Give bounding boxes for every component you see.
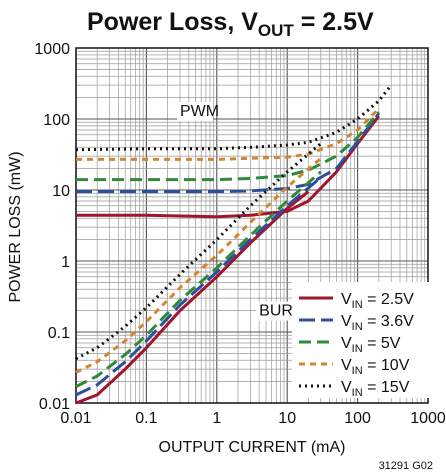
series-burst-line-3 <box>75 157 322 374</box>
annotation-label-pwm: PWM <box>180 103 219 120</box>
series-pwm-line-4 <box>75 84 393 152</box>
series-pwm-line-0 <box>76 115 380 219</box>
x-tick-label: 0.1 <box>135 410 157 427</box>
legend-label-4: VIN = 15V <box>341 379 410 399</box>
legend-label-3: VIN = 10V <box>341 357 410 377</box>
y-tick-label: 10 <box>52 183 70 200</box>
legend-label-2: VIN = 5V <box>341 335 401 355</box>
plot-frame <box>75 47 429 404</box>
figure-code: 31291 G02 <box>379 460 433 472</box>
x-axis-label: OUTPUT CURRENT (mA) <box>159 439 346 456</box>
series-pwm-line-1 <box>76 112 380 194</box>
legend-background <box>292 282 430 398</box>
y-tick-label: 0.1 <box>48 325 70 342</box>
series-pwm-line-2 <box>76 111 380 182</box>
y-tick-label: 1000 <box>34 41 70 58</box>
data-series <box>75 84 393 405</box>
y-tick-label: 100 <box>43 112 70 129</box>
x-tick-label: 1000 <box>410 410 446 427</box>
chart-title: Power Loss, VOUT = 2.5V <box>87 8 374 40</box>
series-burst-line-1 <box>75 176 322 397</box>
series-burst-line-2 <box>75 170 322 388</box>
chart-title-main: Power Loss, V <box>87 8 258 36</box>
chart-title-rest: = 2.5V <box>294 8 374 36</box>
legend-label-1: VIN = 3.6V <box>341 313 414 333</box>
y-tick-label: 0.01 <box>39 396 70 413</box>
axis-tick-labels: 0.01 0.1 1 10 100 1000 0.01 0.1 1 10 100 1000 <box>34 41 445 427</box>
x-tick-label: 0.01 <box>60 410 91 427</box>
x-tick-label: 10 <box>278 410 296 427</box>
chart-title-sub: OUT <box>258 21 295 40</box>
y-tick-label: 1 <box>61 254 70 271</box>
series-burst-line-0 <box>75 190 310 405</box>
x-tick-label: 100 <box>344 410 371 427</box>
legend-label-0: VIN = 2.5V <box>341 291 414 311</box>
x-tick-label: 1 <box>212 410 221 427</box>
y-axis-label: POWER LOSS (mW) <box>7 151 24 302</box>
annotation-background <box>176 102 213 122</box>
series-pwm-line-3 <box>76 107 380 161</box>
